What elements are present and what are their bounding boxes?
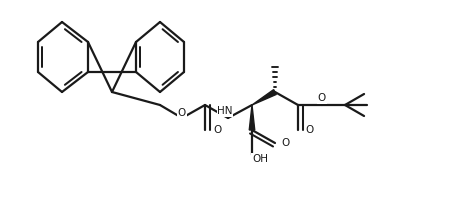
Text: OH: OH <box>252 154 268 164</box>
Text: O: O <box>282 138 290 148</box>
Text: O: O <box>178 108 186 118</box>
Text: O: O <box>213 125 221 135</box>
Polygon shape <box>252 90 276 105</box>
Text: O: O <box>318 93 326 103</box>
Text: HN: HN <box>217 106 233 116</box>
Text: O: O <box>306 125 314 135</box>
Polygon shape <box>249 105 255 130</box>
